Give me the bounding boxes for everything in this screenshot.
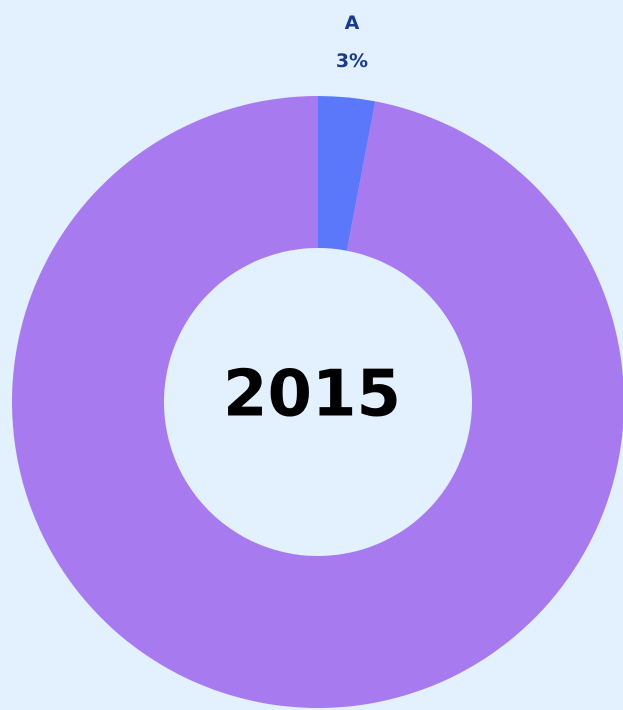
donut-slice xyxy=(12,96,623,708)
slice-value-label: 3% xyxy=(336,50,368,72)
slice-category-label: A xyxy=(345,12,360,34)
center-label: 2015 xyxy=(223,358,401,432)
donut-slice xyxy=(318,96,376,251)
